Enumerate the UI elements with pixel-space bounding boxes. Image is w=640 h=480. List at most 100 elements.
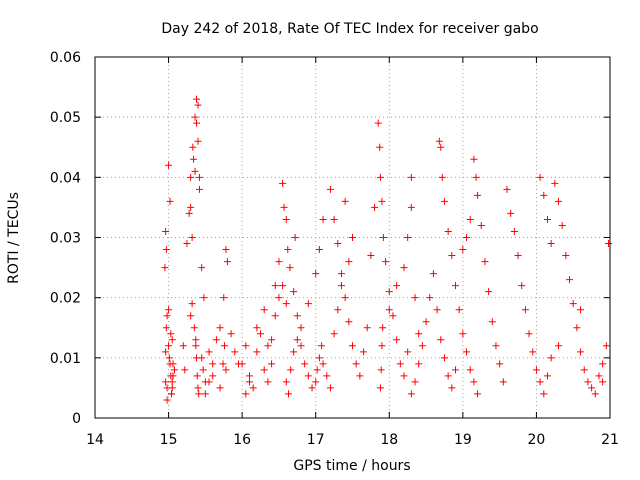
data-point <box>166 197 174 205</box>
data-point <box>602 342 610 350</box>
data-point <box>463 234 471 241</box>
data-point <box>444 227 452 235</box>
data-point <box>488 318 496 326</box>
data-point <box>304 300 312 308</box>
data-point <box>341 197 349 205</box>
data-point <box>569 300 577 308</box>
data-point <box>293 312 301 320</box>
data-point <box>323 372 331 380</box>
x-tick-label: 21 <box>601 432 619 448</box>
data-point <box>345 258 353 266</box>
data-point <box>187 312 195 320</box>
data-point <box>435 137 443 145</box>
data-point <box>543 372 551 380</box>
data-point <box>543 215 551 223</box>
data-point <box>167 372 175 380</box>
data-point <box>599 360 607 368</box>
x-tick-label: 18 <box>380 432 398 448</box>
data-point <box>448 384 456 392</box>
data-point <box>376 173 384 181</box>
data-point <box>485 288 493 296</box>
data-point <box>190 155 198 163</box>
data-point <box>507 209 515 217</box>
data-point <box>407 173 415 181</box>
data-point <box>297 342 305 350</box>
data-point <box>371 203 379 211</box>
data-point <box>566 276 574 284</box>
data-point <box>308 384 316 392</box>
data-point <box>297 324 305 332</box>
data-point <box>379 324 387 332</box>
data-point <box>477 221 485 229</box>
data-point <box>205 378 213 386</box>
data-point <box>599 378 607 386</box>
data-point <box>396 360 404 368</box>
data-point <box>429 270 437 278</box>
data-point <box>393 336 401 344</box>
data-point <box>378 197 386 205</box>
data-point <box>216 384 224 392</box>
data-point <box>525 330 533 338</box>
data-point <box>264 378 272 386</box>
data-point <box>547 354 555 362</box>
data-point <box>195 173 203 181</box>
data-point <box>220 294 228 302</box>
data-point <box>466 366 474 374</box>
data-point <box>529 348 537 356</box>
data-point <box>580 366 588 374</box>
data-point <box>271 282 279 290</box>
data-point <box>536 378 544 386</box>
data-point <box>360 348 368 356</box>
data-point <box>334 306 342 314</box>
data-point <box>163 312 171 320</box>
data-point <box>189 143 197 151</box>
data-point <box>179 342 187 350</box>
data-point <box>400 264 408 272</box>
data-point <box>260 306 268 314</box>
y-tick-label: 0.06 <box>50 50 81 66</box>
data-point <box>168 378 176 386</box>
data-point <box>279 282 287 290</box>
data-point <box>374 119 382 127</box>
data-point <box>404 348 412 356</box>
data-point <box>356 372 364 380</box>
data-point <box>503 185 511 193</box>
data-point <box>474 191 482 199</box>
x-tick-label: 16 <box>233 432 251 448</box>
data-point <box>376 143 384 151</box>
data-point <box>385 288 393 296</box>
data-point <box>562 252 570 260</box>
data-point <box>198 264 206 272</box>
data-point <box>330 330 338 338</box>
data-point <box>514 252 522 260</box>
data-point <box>212 336 220 344</box>
data-point <box>216 324 224 332</box>
data-point <box>393 282 401 290</box>
data-point <box>440 197 448 205</box>
data-point <box>315 354 323 362</box>
data-point <box>191 167 199 175</box>
data-point <box>170 366 178 374</box>
data-point <box>455 306 463 314</box>
data-point <box>192 342 200 350</box>
data-point <box>318 342 326 350</box>
data-point <box>605 240 613 248</box>
data-point <box>165 342 173 350</box>
data-point <box>195 185 203 193</box>
data-point <box>222 366 230 374</box>
data-point <box>378 342 386 350</box>
data-point <box>438 173 446 181</box>
data-point <box>459 330 467 338</box>
data-point <box>168 384 176 392</box>
data-point <box>257 330 265 338</box>
data-point <box>389 312 397 320</box>
data-point <box>190 324 198 332</box>
data-point <box>238 360 246 368</box>
data-point <box>407 390 415 398</box>
data-point <box>551 179 559 187</box>
data-point <box>376 384 384 392</box>
data-point <box>246 372 253 380</box>
data-point <box>205 348 213 356</box>
data-point <box>193 372 201 380</box>
data-point <box>194 384 202 392</box>
